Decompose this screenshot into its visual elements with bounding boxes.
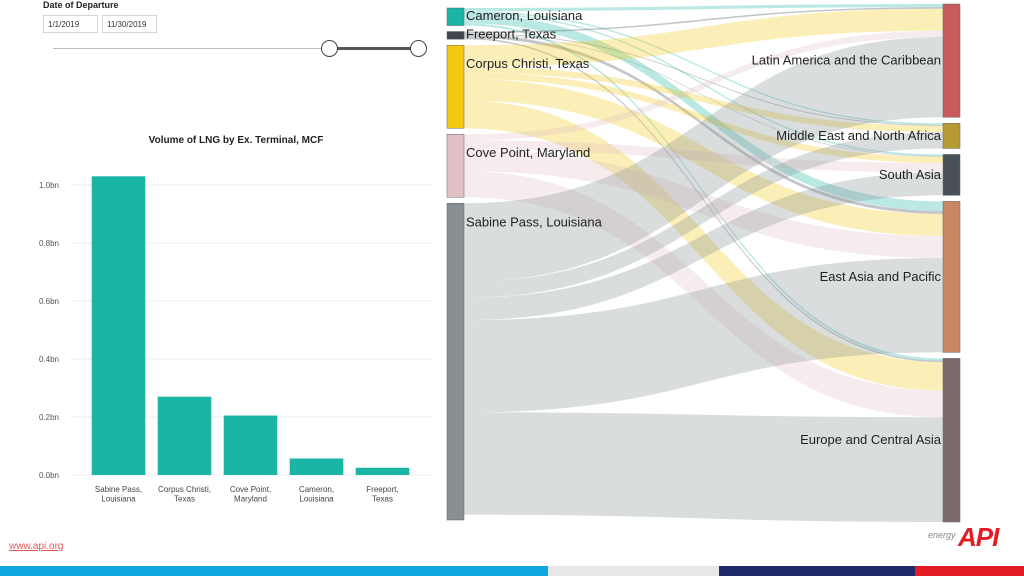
- sankey-link: [464, 11, 943, 125]
- source-node: [446, 133, 465, 198]
- sankey-link: [464, 66, 943, 133]
- sankey-link: [464, 30, 943, 141]
- sankey-link: [464, 257, 943, 413]
- source-label: Freeport, Texas: [466, 26, 557, 41]
- x-tick-label: Cove Point,: [230, 485, 271, 494]
- source-label: Corpus Christi, Texas: [466, 56, 590, 71]
- target-node: [942, 358, 961, 523]
- sankey-link: [464, 140, 943, 173]
- target-node: [942, 123, 961, 149]
- bar-chart: Volume of LNG by Ex. Terminal, MCF 0.0bn 0…: [0, 120, 445, 520]
- sankey-link: [464, 149, 943, 258]
- source-label: Sabine Pass, Louisiana: [466, 214, 603, 229]
- sankey-link: [464, 8, 943, 67]
- y-tick-label: 0.0bn: [39, 471, 59, 480]
- y-tick-label: 1.0bn: [39, 181, 59, 190]
- y-tick-label: 0.8bn: [39, 239, 59, 248]
- source-label: Cameron, Louisiana: [466, 8, 583, 23]
- x-tick-label: Texas: [372, 495, 393, 504]
- sankey-link: [464, 12, 943, 157]
- source-node: [446, 203, 465, 521]
- x-tick-label: Maryland: [234, 495, 267, 504]
- target-node: [942, 154, 961, 196]
- sankey-link: [464, 14, 943, 211]
- sankey-link: [464, 4, 943, 12]
- bar: [355, 467, 410, 475]
- x-tick-label: Freeport,: [366, 485, 398, 494]
- target-label: Middle East and North Africa: [776, 128, 942, 143]
- sankey-svg: Cameron, Louisiana Freeport, Texas Corpus …: [446, 3, 961, 523]
- slider-start-handle[interactable]: [321, 40, 338, 57]
- api-logo: energy API: [928, 522, 1020, 556]
- logo-api-text: API: [958, 522, 999, 552]
- target-label: Europe and Central Asia: [800, 432, 942, 447]
- source-label: Cove Point, Maryland: [466, 145, 590, 160]
- sankey-link: [464, 412, 943, 522]
- sankey-chart: Cameron, Louisiana Freeport, Texas Corpus …: [440, 0, 1024, 530]
- source-node: [446, 31, 465, 40]
- bar: [223, 415, 278, 475]
- sankey-link: [464, 33, 943, 126]
- x-tick-label: Sabine Pass,: [95, 485, 142, 494]
- bar: [289, 458, 344, 475]
- bar-chart-title: Volume of LNG by Ex. Terminal, MCF: [149, 135, 324, 146]
- x-tick-label: Texas: [174, 495, 195, 504]
- sankey-link: [464, 34, 943, 214]
- slider-end-handle[interactable]: [410, 40, 427, 57]
- target-node: [942, 201, 961, 353]
- strip-segment: [915, 566, 1024, 576]
- strip-segment: [548, 566, 719, 576]
- strip-segment: [0, 566, 548, 576]
- bar: [157, 396, 212, 475]
- date-slider-range: [330, 47, 420, 50]
- sankey-link: [464, 132, 943, 298]
- sankey-link: [464, 37, 943, 363]
- sankey-link: [464, 171, 943, 418]
- source-node: [446, 7, 465, 26]
- target-label: East Asia and Pacific: [820, 269, 942, 284]
- sankey-links: [464, 4, 943, 522]
- y-tick-label: 0.6bn: [39, 297, 59, 306]
- y-tick-label: 0.2bn: [39, 413, 59, 422]
- date-filter: Date of Departure 1/1/2019 11/30/2019: [43, 0, 443, 70]
- sankey-link: [464, 23, 943, 361]
- sankey-link: [464, 172, 943, 321]
- x-tick-label: Louisiana: [299, 495, 334, 504]
- y-tick-label: 0.4bn: [39, 355, 59, 364]
- logo-energy-text: energy: [928, 530, 956, 540]
- sankey-link: [464, 37, 943, 282]
- bottom-color-strip: [0, 566, 1024, 576]
- target-node: [942, 3, 961, 118]
- target-label: South Asia: [879, 167, 942, 182]
- target-label: Latin America and the Caribbean: [752, 53, 941, 68]
- date-slider-track[interactable]: [53, 48, 419, 49]
- sankey-link: [464, 33, 943, 157]
- source-node: [446, 44, 465, 129]
- sankey-link: [464, 72, 943, 163]
- strip-segment: [719, 566, 915, 576]
- sankey-link: [464, 79, 943, 236]
- end-date-input[interactable]: 11/30/2019: [102, 15, 157, 33]
- bar: [91, 176, 146, 476]
- x-tick-label: Louisiana: [101, 495, 136, 504]
- sankey-link: [464, 100, 943, 391]
- filter-title: Date of Departure: [43, 0, 119, 10]
- x-tick-label: Corpus Christi,: [158, 485, 211, 494]
- bar-chart-svg: Volume of LNG by Ex. Terminal, MCF 0.0bn 0…: [39, 135, 433, 504]
- footer-url[interactable]: www.api.org: [9, 541, 64, 552]
- start-date-input[interactable]: 1/1/2019: [43, 15, 98, 33]
- x-tick-label: Cameron,: [299, 485, 334, 494]
- sankey-link: [464, 7, 943, 34]
